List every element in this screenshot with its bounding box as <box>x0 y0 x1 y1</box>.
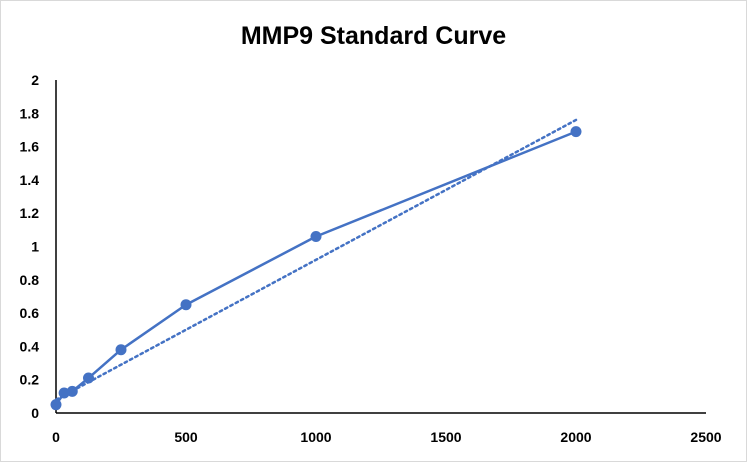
data-point <box>83 372 94 384</box>
y-tick-label: 0.4 <box>20 338 40 354</box>
y-tick-label: 0.6 <box>20 305 40 321</box>
y-tick-label: 0 <box>31 405 39 421</box>
y-tick-label: 1.2 <box>20 205 40 221</box>
data-point <box>180 299 192 311</box>
data-point <box>310 231 322 243</box>
tick-labels: 0 0.2 0.4 0.6 0.8 1 1.2 1.4 1.6 1.8 2 0 500 1000 1500 2… <box>20 72 722 445</box>
data-point <box>115 344 127 356</box>
y-tick-label: 2 <box>31 72 39 88</box>
series-group <box>50 126 582 411</box>
series-line <box>54 130 577 406</box>
x-tick-label: 1500 <box>430 429 461 445</box>
chart-title: MMP9 Standard Curve <box>240 22 507 50</box>
data-point <box>66 385 78 397</box>
y-tick-label: 1 <box>31 239 39 255</box>
x-tick-label: 1000 <box>300 429 331 445</box>
x-tick-label: 0 <box>52 429 60 445</box>
y-tick-label: 0.8 <box>20 272 40 288</box>
y-tick-label: 1.8 <box>20 105 40 121</box>
data-point <box>570 126 582 138</box>
x-tick-label: 2500 <box>690 429 721 445</box>
y-tick-label: 0.2 <box>20 372 40 388</box>
axes <box>55 80 706 414</box>
y-tick-label: 1.4 <box>20 172 40 188</box>
data-point <box>50 399 62 411</box>
x-tick-label: 2000 <box>560 429 591 445</box>
y-tick-label: 1.6 <box>20 139 40 155</box>
x-tick-label: 500 <box>174 429 198 445</box>
